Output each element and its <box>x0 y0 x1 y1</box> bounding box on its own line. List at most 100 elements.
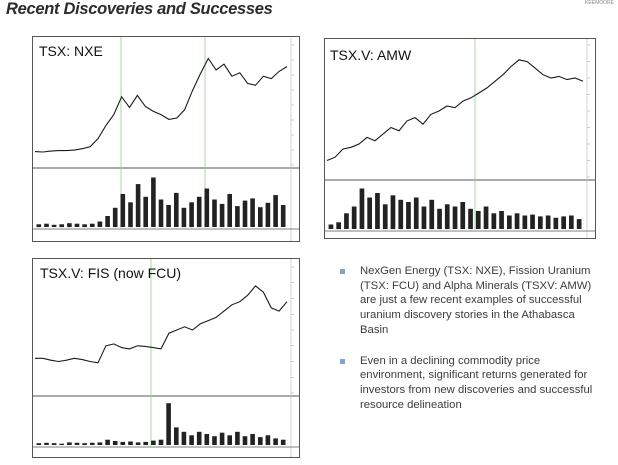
volume-bar <box>452 206 458 229</box>
volume-bar <box>166 205 171 227</box>
volume-bar <box>421 206 427 229</box>
volume-bar <box>444 204 450 230</box>
volume-bar <box>181 431 187 445</box>
volume-bar <box>135 442 141 445</box>
volume-bar <box>174 192 179 227</box>
volume-bar <box>51 224 57 227</box>
chart-title-nxe: TSX: NXE <box>39 43 103 59</box>
volume-bar <box>59 224 64 228</box>
bullet-text: Even in a declining commodity price envi… <box>360 354 593 411</box>
volume-bar <box>553 217 559 230</box>
volume-bar <box>59 443 64 445</box>
volume-bar <box>151 440 156 445</box>
volume-bar <box>367 197 372 229</box>
volume-bar <box>242 200 248 227</box>
bullet-marker <box>340 358 345 364</box>
volume-bar <box>135 184 141 227</box>
volume-bar <box>181 207 187 228</box>
chart-fis <box>33 259 299 457</box>
bullet-list: NexGen Energy (TSX: NXE), Fission Uraniu… <box>334 264 604 412</box>
volume-bar <box>189 202 194 228</box>
chart-panel-amw: TSX.V: AMW <box>324 38 596 239</box>
volume-bar <box>143 196 148 228</box>
volume-bar <box>437 208 442 230</box>
volume-bar <box>196 196 202 228</box>
volume-bar <box>359 188 365 229</box>
volume-bar <box>212 199 217 227</box>
volume-bar <box>166 403 171 445</box>
bullet-marker <box>340 269 345 274</box>
volume-bar <box>491 213 497 229</box>
volume-bar <box>530 214 535 229</box>
volume-bar <box>235 206 240 227</box>
volume-bar <box>97 442 103 445</box>
chart-amw <box>325 39 595 238</box>
bullet-item: Even in a declining commodity price envi… <box>334 354 604 413</box>
chart-title-fis: TSX.V: FIS (now FCU) <box>40 265 182 281</box>
volume-bar <box>158 439 164 445</box>
volume-bar <box>569 215 574 229</box>
volume-bar <box>273 195 278 227</box>
volume-bar <box>250 198 255 227</box>
bullet-item: NexGen Energy (TSX: NXE), Fission Uraniu… <box>334 264 604 338</box>
volume-bar <box>105 216 110 227</box>
volume-bar <box>265 435 271 445</box>
volume-bar <box>44 223 49 227</box>
volume-bar <box>227 194 232 227</box>
price-line <box>35 285 288 364</box>
slide-title: Recent Discoveries and Successes <box>6 0 273 18</box>
volume-bar <box>413 197 419 229</box>
volume-bar <box>128 202 133 228</box>
volume-bar <box>351 206 357 229</box>
corner-text: KEEMOORE <box>585 0 614 6</box>
volume-bar <box>250 434 255 445</box>
price-line <box>34 57 288 153</box>
chart-panel-nxe: TSX: NXE <box>32 36 300 242</box>
volume-bar <box>189 435 194 445</box>
volume-bar <box>112 207 118 228</box>
chart-panel-fis: TSX.V: FIS (now FCU) <box>32 258 300 458</box>
volume-bar <box>336 222 341 230</box>
volume-bar <box>67 442 72 445</box>
volume-bar <box>460 202 466 229</box>
chart-nxe <box>33 37 299 241</box>
volume-bar <box>235 431 240 445</box>
volume-bar <box>507 215 512 229</box>
volume-bar <box>143 441 148 445</box>
volume-bar <box>280 205 286 227</box>
volume-bar <box>196 431 202 445</box>
volume-bar <box>219 203 225 227</box>
volume-bar <box>258 207 263 227</box>
volume-bar <box>204 188 210 227</box>
volume-bar <box>204 434 210 445</box>
volume-bar <box>74 442 80 445</box>
volume-bar <box>375 193 380 229</box>
volume-bar <box>151 177 156 227</box>
price-line <box>326 59 584 162</box>
volume-bar <box>545 215 551 229</box>
volume-bar <box>514 213 520 229</box>
volume-bar <box>398 199 404 230</box>
chart-title-amw: TSX.V: AMW <box>330 47 412 63</box>
volume-bar <box>280 439 286 445</box>
volume-bar <box>120 441 126 445</box>
volume-bar <box>344 213 349 229</box>
volume-bar <box>499 211 504 229</box>
volume-bar <box>97 221 103 227</box>
volume-bar <box>158 199 164 227</box>
volume-bar <box>82 443 87 445</box>
volume-bar <box>429 199 435 230</box>
volume-bar <box>406 202 411 229</box>
volume-bar <box>90 442 95 445</box>
volume-bar <box>475 211 481 229</box>
volume-bar <box>36 224 42 228</box>
volume-bar <box>120 194 126 227</box>
volume-bar <box>44 442 49 445</box>
volume-bar <box>82 224 87 228</box>
volume-bar <box>36 443 42 445</box>
volume-bar <box>538 216 543 229</box>
volume-bar <box>242 436 248 445</box>
volume-bar <box>90 223 95 227</box>
volume-bar <box>382 204 388 230</box>
volume-bar <box>468 208 473 230</box>
